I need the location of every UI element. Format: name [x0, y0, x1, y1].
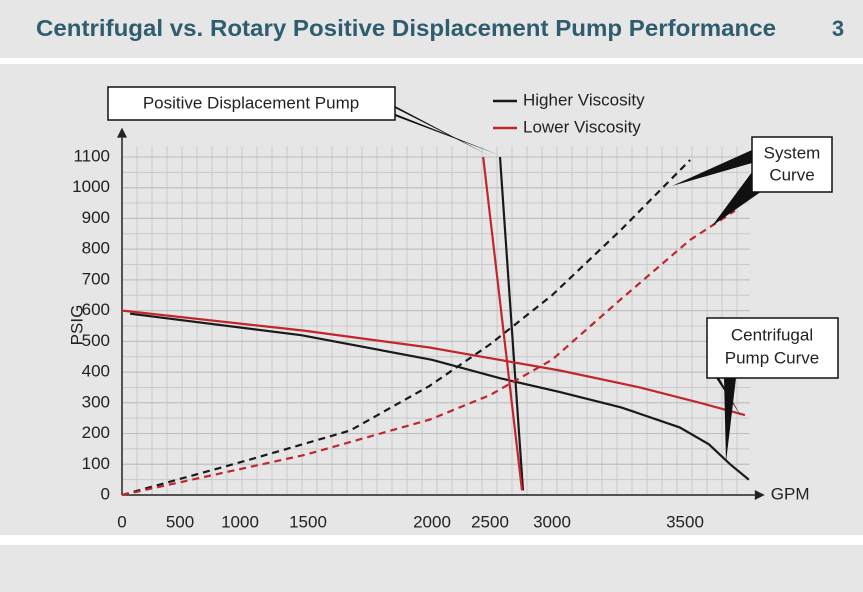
callout-text: System: [764, 143, 821, 162]
plot: 0 100 200 300 400 500 600 700 800 900 1000 1100 0 500…: [67, 90, 809, 531]
x-tick-label: 2500: [471, 512, 509, 531]
y-tick-label: 700: [82, 269, 110, 288]
y-tick-label: 300: [82, 392, 110, 411]
x-tick-label: 3000: [533, 512, 571, 531]
x-tick-label: 1500: [289, 512, 327, 531]
callout-box: [107, 86, 396, 121]
callout-text: Centrifugal: [731, 325, 813, 344]
x-tick-label: 500: [166, 512, 194, 531]
y-tick-label: 200: [82, 423, 110, 442]
curve-centrifugal: [121, 309, 746, 417]
legend-label: Lower Viscosity: [523, 117, 641, 136]
legend-label: Higher Viscosity: [523, 90, 645, 109]
x-tick-label: 0: [117, 512, 126, 531]
curve-positive-displacement: [482, 156, 524, 491]
y-tick-label: 600: [82, 300, 110, 319]
callout-pointer: [378, 107, 499, 155]
y-tick-label: 400: [82, 362, 110, 381]
y-axis-arrow: [117, 127, 127, 138]
x-tick-label: 2000: [413, 512, 451, 531]
callout-box: [706, 317, 839, 379]
y-tick-label: 1100: [73, 146, 110, 165]
x-axis-arrow: [754, 490, 765, 500]
callout-pointer: [724, 378, 736, 462]
callout-pointer: [712, 172, 762, 226]
callout-text: Pump Curve: [725, 348, 819, 367]
curve-centrifugal: [129, 312, 750, 481]
curve-system: [121, 209, 736, 497]
page-number: 3: [832, 16, 844, 41]
curve-system: [121, 159, 691, 497]
callout-text: Positive Displacement Pump: [143, 93, 359, 112]
y-tick-label: 900: [82, 208, 110, 227]
y-tick-label: 800: [82, 239, 110, 258]
callout-text: Curve: [769, 165, 814, 184]
bottom-strip: [0, 545, 863, 592]
title-bar: [0, 0, 863, 58]
y-axis-label: PSIG: [67, 305, 86, 346]
y-tick-label: 100: [82, 454, 110, 473]
chart-panel: [0, 64, 863, 535]
callout-pointer: [672, 150, 752, 186]
y-tick-label: 0: [101, 484, 110, 503]
curve-positive-displacement: [498, 156, 525, 491]
callout-box: [751, 136, 833, 193]
y-tick-label: 500: [82, 331, 110, 350]
y-tick-label: 1000: [72, 177, 110, 196]
x-axis-label: GPM: [771, 484, 810, 503]
x-tick-label: 3500: [666, 512, 704, 531]
minor-grid: [122, 146, 750, 496]
chart-title: Centrifugal vs. Rotary Positive Displace…: [36, 15, 776, 41]
x-tick-label: 1000: [221, 512, 259, 531]
